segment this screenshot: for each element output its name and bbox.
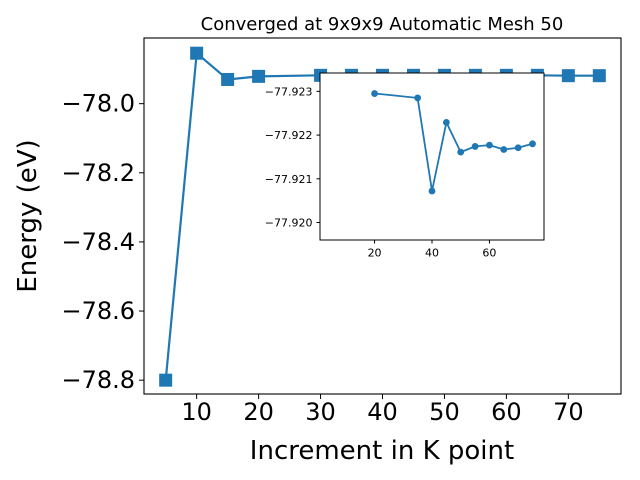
inset-data-point xyxy=(486,141,493,149)
chart-title: Converged at 9x9x9 Automatic Mesh 50 xyxy=(201,14,564,35)
main-x-tick-label: 40 xyxy=(367,398,398,426)
main-data-point xyxy=(592,69,606,83)
inset-x-tick-label: 60 xyxy=(482,247,496,260)
main-y-tick-label: −78.2 xyxy=(61,159,135,187)
inset-x-tick-label: 20 xyxy=(368,247,382,260)
main-x-tick-label: 30 xyxy=(305,398,336,426)
inset-data-point xyxy=(371,90,378,97)
inset-data-point xyxy=(471,143,479,150)
inset-background xyxy=(320,73,544,240)
y-axis-label: Energy (eV) xyxy=(13,139,43,292)
main-y-tick-label: −78.4 xyxy=(61,228,135,256)
main-x-tick-label: 70 xyxy=(553,398,584,426)
main-x-tick-label: 60 xyxy=(491,398,522,426)
main-x-tick-label: 20 xyxy=(243,398,274,426)
inset-data-point xyxy=(500,146,508,153)
inset-y-tick-label: −77.922 xyxy=(265,129,313,142)
inset-data-point xyxy=(514,144,522,152)
inset-data-point xyxy=(529,140,536,148)
inset-data-point xyxy=(428,187,436,195)
main-x-tick-label: 50 xyxy=(429,398,460,426)
inset-series-line xyxy=(374,92,533,192)
main-data-point xyxy=(221,72,235,86)
main-data-point xyxy=(190,46,204,60)
inset-data-point xyxy=(457,148,465,156)
main-data-point xyxy=(252,69,266,83)
main-data-point xyxy=(159,373,173,387)
inset-y-tick-label: −77.920 xyxy=(265,217,313,230)
main-x-tick-label: 10 xyxy=(181,398,212,426)
inset-data-point xyxy=(414,94,422,102)
inset-x-tick-label: 40 xyxy=(425,247,439,260)
inset-chart: 20 40 60 −77.923 −77.922 −77.921 −77.920 xyxy=(265,72,545,260)
main-y-tick-label: −78.8 xyxy=(61,366,135,394)
x-axis-label: Increment in K point xyxy=(250,436,514,466)
inset-data-point xyxy=(442,119,450,126)
main-y-tick-label: −78.0 xyxy=(61,90,135,118)
inset-y-tick-label: −77.923 xyxy=(265,85,313,98)
main-data-point xyxy=(561,69,575,83)
inset-y-tick-label: −77.921 xyxy=(265,173,313,186)
main-y-tick-label: −78.6 xyxy=(61,297,135,325)
